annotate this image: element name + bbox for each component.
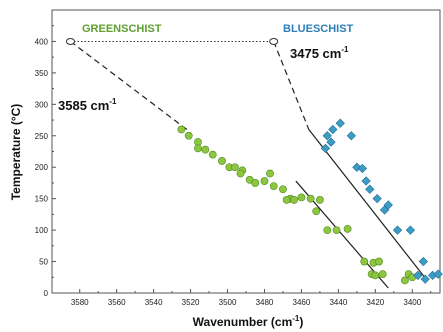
blueschist-point xyxy=(373,194,381,202)
series-label-blueschist: BLUESCHIST xyxy=(283,23,354,35)
blueschist-point xyxy=(393,226,401,234)
y-tick-label: 150 xyxy=(35,195,49,204)
blueschist-point xyxy=(421,275,429,283)
x-axis: 3580 3560 3540 3520 3500 3480 3460 3440 3420 3400 xyxy=(71,289,431,307)
greenschist-point xyxy=(266,170,273,177)
greenschist-point xyxy=(178,126,185,133)
x-tick-label: 3540 xyxy=(145,298,163,307)
greenschist-point xyxy=(307,195,314,202)
x-tick-label: 3400 xyxy=(403,298,421,307)
annotation-3475: 3475 cm-1 xyxy=(290,45,349,61)
greenschist-point xyxy=(344,225,351,232)
greenschist-point xyxy=(252,179,259,186)
annotation-3585-exp: -1 xyxy=(109,97,117,106)
fit-line xyxy=(309,129,427,280)
annotation-3475-base: 3475 cm xyxy=(290,46,341,61)
blueschist-point xyxy=(329,125,337,133)
blueschist-point xyxy=(419,257,427,265)
x-axis-title: Wavenumber (cm-1) xyxy=(193,314,304,329)
greenschist-point xyxy=(237,170,244,177)
blueschist-point xyxy=(362,177,370,185)
series-label-greenschist: GREENSCHIST xyxy=(82,23,162,35)
greenschist-point xyxy=(283,196,290,203)
y-tick-label: 200 xyxy=(35,163,49,172)
plot-frame xyxy=(52,10,440,293)
intercept-marker xyxy=(66,38,74,44)
greenschist-point xyxy=(375,258,382,265)
greenschist-point xyxy=(231,164,238,171)
x-axis-title-text: Wavenumber xyxy=(193,315,268,329)
x-axis-title-unit: cm xyxy=(275,315,292,329)
intercept-marker xyxy=(270,38,278,44)
x-tick-label: 3420 xyxy=(366,298,384,307)
x-tick-label: 3560 xyxy=(108,298,126,307)
y-tick-label: 100 xyxy=(35,226,49,235)
y-tick-label: 0 xyxy=(44,289,49,298)
x-tick-label: 3520 xyxy=(182,298,200,307)
y-tick-label: 250 xyxy=(35,132,49,141)
annotation-3585: 3585 cm-1 xyxy=(58,97,117,113)
extrapolation-dashed-line xyxy=(70,41,186,129)
x-tick-label: 3500 xyxy=(219,298,237,307)
greenschist-point xyxy=(298,194,305,201)
y-axis: 0 50 100 150 200 250 300 350 400 xyxy=(35,26,56,298)
greenschist-point xyxy=(379,271,386,278)
greenschist-point xyxy=(333,227,340,234)
greenschist-point xyxy=(202,146,209,153)
y-axis-title: Temperature (°C) xyxy=(9,104,23,201)
y-tick-label: 300 xyxy=(35,100,49,109)
data-markers xyxy=(178,119,443,284)
blueschist-point xyxy=(366,185,374,193)
greenschist-point xyxy=(372,272,379,279)
greenschist-point xyxy=(185,132,192,139)
y-tick-label: 400 xyxy=(35,37,49,46)
x-tick-label: 3440 xyxy=(329,298,347,307)
annotation-3585-base: 3585 cm xyxy=(58,98,109,113)
greenschist-point xyxy=(218,157,225,164)
greenschist-point xyxy=(313,208,320,215)
blueschist-point xyxy=(347,132,355,140)
greenschist-point xyxy=(361,258,368,265)
y-tick-label: 50 xyxy=(39,258,48,267)
blueschist-point xyxy=(406,226,414,234)
greenschist-point xyxy=(209,151,216,158)
greenschist-point xyxy=(270,182,277,189)
blueschist-point xyxy=(321,144,329,152)
greenschist-point xyxy=(316,196,323,203)
x-tick-label: 3480 xyxy=(256,298,274,307)
greenschist-point xyxy=(290,196,297,203)
greenschist-point xyxy=(401,277,408,284)
greenschist-point xyxy=(279,186,286,193)
blueschist-point xyxy=(336,119,344,127)
x-tick-label: 3460 xyxy=(293,298,311,307)
y-tick-label: 350 xyxy=(35,69,49,78)
greenschist-point xyxy=(261,177,268,184)
annotation-3475-exp: -1 xyxy=(341,45,349,54)
greenschist-point xyxy=(324,227,331,234)
x-tick-label: 3580 xyxy=(71,298,89,307)
greenschist-point xyxy=(194,145,201,152)
reference-lines xyxy=(66,38,308,129)
